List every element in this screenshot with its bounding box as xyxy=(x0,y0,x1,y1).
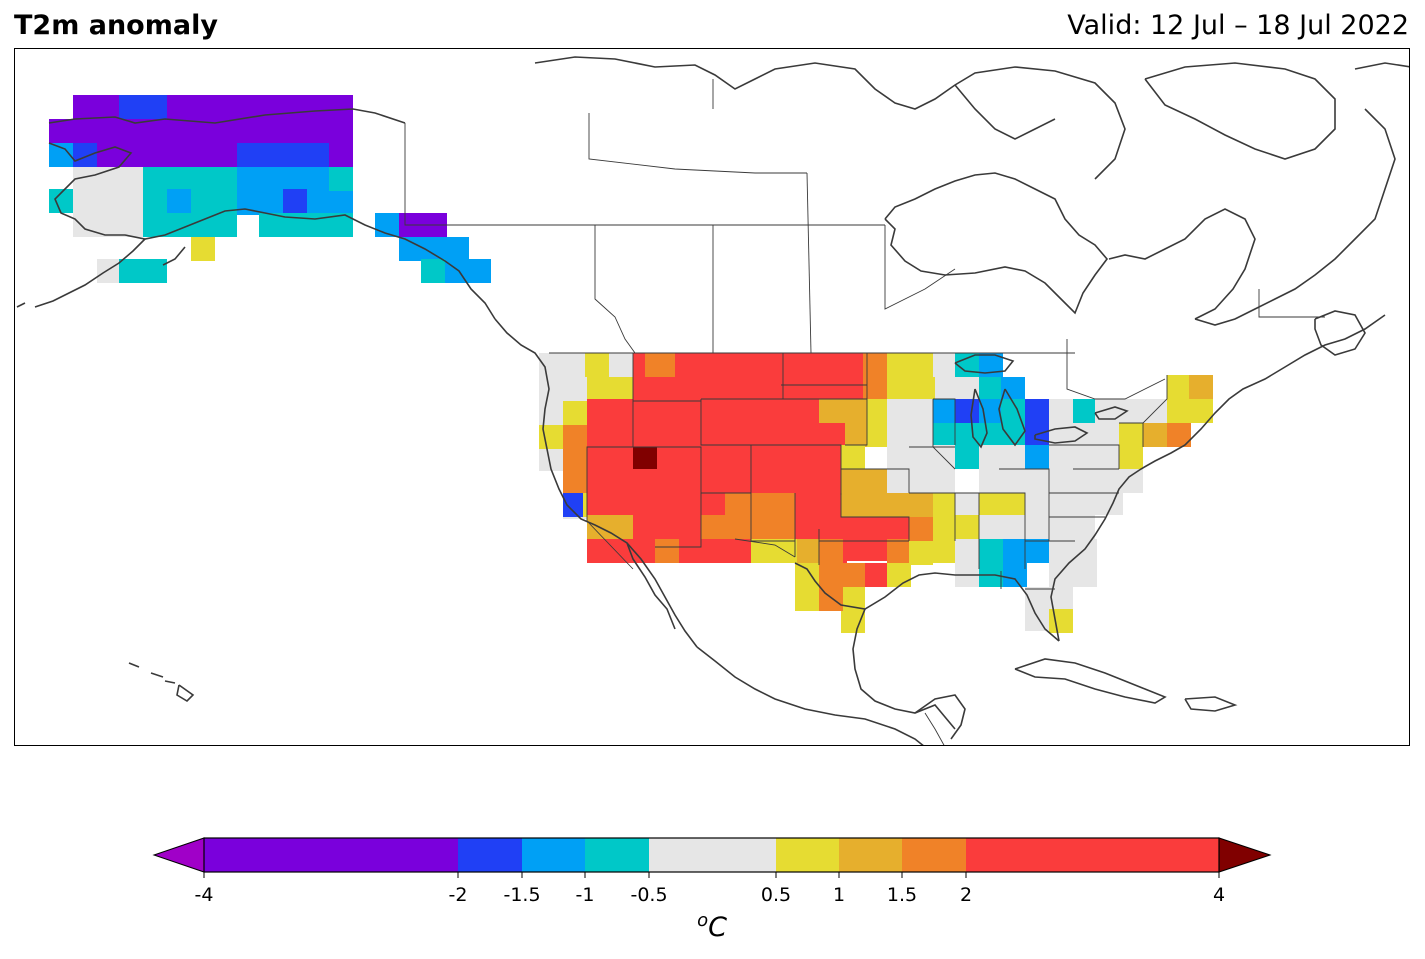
colorbar-bin xyxy=(204,838,458,872)
colorbar-tick-label: 0.5 xyxy=(760,884,792,906)
colorbar-bin xyxy=(902,838,966,872)
colorbar-tick-label: 1 xyxy=(832,884,846,906)
map-title: T2m anomaly xyxy=(14,10,218,41)
colorbar-tick-label: -2 xyxy=(448,884,468,906)
colorbar-tick-label: 4 xyxy=(1212,884,1226,906)
colorbar-bin xyxy=(966,838,1219,872)
colorbar-outline xyxy=(203,837,1220,873)
alaska-anomaly-cells xyxy=(49,95,491,283)
colorbar-bin xyxy=(585,838,649,872)
map-canvas xyxy=(16,56,1409,745)
coastlines-and-borders xyxy=(16,56,1409,745)
colorbar-tick-label: 1.5 xyxy=(886,884,918,906)
colorbar-under-arrow xyxy=(152,837,205,873)
valid-period: Valid: 12 Jul – 18 Jul 2022 xyxy=(1067,10,1409,41)
colorbar-tick-label: -1 xyxy=(575,884,595,906)
colorbar-bin xyxy=(649,838,776,872)
political-borders xyxy=(404,79,1325,745)
colorbar-bin xyxy=(522,838,585,872)
colorbar-tick-label: -4 xyxy=(194,884,214,906)
colorbar-tick-label: -0.5 xyxy=(630,884,668,906)
colorbar-tick-label: -1.5 xyxy=(503,884,541,906)
colorbar-tick-marks xyxy=(203,872,1220,878)
unit-label: C xyxy=(708,912,727,943)
colorbar-bin xyxy=(776,838,839,872)
colorbar-over-arrow xyxy=(1218,837,1272,873)
colorbar-tick-label: 2 xyxy=(959,884,973,906)
colorbar-bins xyxy=(204,838,1219,872)
colorbar-bin xyxy=(839,838,902,872)
colorbar-bin xyxy=(458,838,522,872)
colorbar xyxy=(152,837,1272,878)
colorbar-unit: oC xyxy=(697,910,727,943)
unit-superscript: o xyxy=(697,910,709,931)
conus-anomaly-cells xyxy=(539,353,1213,633)
anomaly-map xyxy=(14,48,1410,746)
